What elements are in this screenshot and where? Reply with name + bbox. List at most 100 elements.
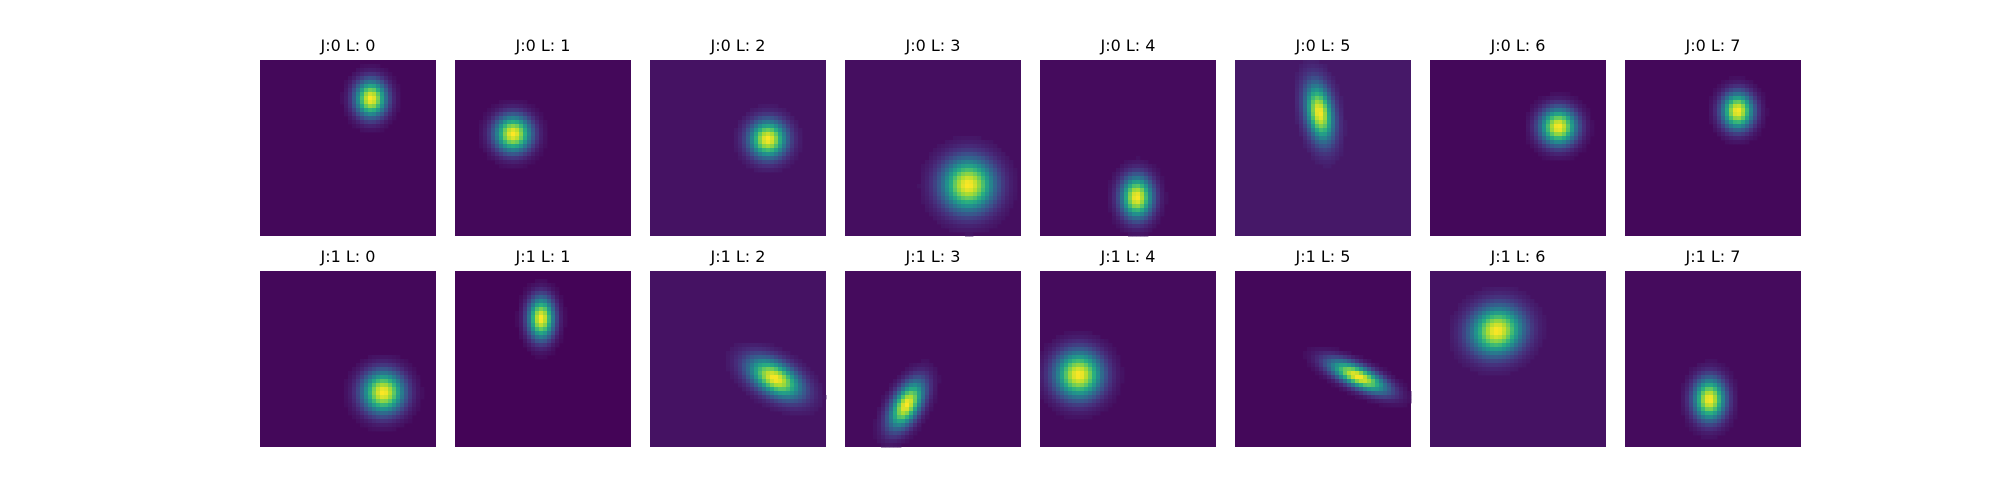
heatmap-cell (1379, 383, 1384, 388)
heatmap-cell (742, 383, 747, 388)
heatmap-cell (973, 200, 978, 205)
heatmap-cell (392, 375, 397, 380)
heatmap-cell (376, 403, 381, 408)
heatmap-cell (1538, 144, 1543, 149)
heatmap-cell (1526, 124, 1531, 129)
heatmap-cell (1486, 359, 1491, 364)
heatmap-cell (384, 120, 389, 125)
heatmap-cell (1311, 351, 1316, 356)
heatmap-cell (738, 144, 743, 149)
heatmap-cell (1490, 355, 1495, 360)
heatmap-cell (1080, 331, 1085, 336)
heatmap-cell (1371, 371, 1376, 376)
heatmap-cell (1542, 319, 1547, 324)
heatmap-cell (380, 423, 385, 428)
heatmap-cell (555, 335, 560, 340)
heatmap-cell (1733, 100, 1738, 105)
heatmap-cell (1136, 228, 1141, 233)
heatmap-cell (949, 212, 954, 217)
heatmap-cell (929, 192, 934, 197)
heatmap-cell (989, 156, 994, 161)
heatmap-cell (929, 196, 934, 201)
heatmap-cell (754, 371, 759, 376)
heatmap-cell (1084, 367, 1089, 372)
heatmap-cell (770, 112, 775, 117)
heatmap-cell (1375, 367, 1380, 372)
heatmap-cell (905, 395, 910, 400)
heatmap-cell (1132, 176, 1137, 181)
heatmap-cell (901, 423, 906, 428)
heatmap-cell (356, 383, 361, 388)
heatmap-cell (1522, 355, 1527, 360)
heatmap-cell (738, 367, 743, 372)
heatmap-cell (925, 192, 930, 197)
heatmap-cell (969, 220, 974, 225)
heatmap-cell (1339, 132, 1344, 137)
heatmap-cell (515, 323, 520, 328)
heatmap-cell (372, 423, 377, 428)
heatmap-cell (400, 363, 405, 368)
heatmap-cell (1502, 299, 1507, 304)
heatmap-cell (1737, 124, 1742, 129)
heatmap-cell (1323, 347, 1328, 352)
heatmap-cell (1578, 148, 1583, 153)
heatmap-cell (794, 399, 799, 404)
heatmap-cell (901, 395, 906, 400)
heatmap-cell (997, 188, 1002, 193)
heatmap-cell (551, 339, 556, 344)
heatmap-cell (1518, 343, 1523, 348)
heatmap-cell (1749, 136, 1754, 141)
heatmap-cell (1526, 132, 1531, 137)
heatmap-cell (993, 204, 998, 209)
heatmap-cell (1403, 395, 1408, 400)
heatmap-cell (1056, 359, 1061, 364)
heatmap-cell (917, 379, 922, 384)
heatmap-cell (1494, 355, 1499, 360)
heatmap-cell (1470, 359, 1475, 364)
heatmap-cell (762, 379, 767, 384)
heatmap-cell (786, 120, 791, 125)
panel-title: J:1 L: 2 (710, 247, 766, 266)
heatmap-cell (368, 120, 373, 125)
heatmap-cell (1458, 303, 1463, 308)
heatmap-cell (479, 124, 484, 129)
heatmap-cell (1084, 363, 1089, 368)
heatmap-cell (810, 399, 815, 404)
heatmap-cell (539, 339, 544, 344)
heatmap-cell (392, 423, 397, 428)
heatmap-cell (909, 427, 914, 432)
heatmap-cell (1713, 431, 1718, 436)
heatmap-cell (1100, 359, 1105, 364)
heatmap-cell (1005, 192, 1010, 197)
heatmap-cell (1140, 184, 1145, 189)
heatmap-panel (1235, 271, 1412, 447)
heatmap-cell (1120, 172, 1125, 177)
heatmap-cell (814, 407, 819, 412)
heatmap-cell (368, 124, 373, 129)
heatmap-cell (973, 196, 978, 201)
heatmap-cell (774, 124, 779, 129)
heatmap-cell (893, 439, 898, 444)
heatmap-cell (746, 128, 751, 133)
heatmap-cell (1526, 303, 1531, 308)
heatmap-cell (523, 339, 528, 344)
heatmap-cell (1454, 335, 1459, 340)
heatmap-cell (778, 387, 783, 392)
heatmap-cell (527, 283, 532, 288)
heatmap-cell (774, 355, 779, 360)
heatmap-cell (543, 351, 548, 356)
heatmap-cell (1407, 391, 1412, 396)
heatmap-cell (368, 375, 373, 380)
heatmap-cell (1534, 116, 1539, 121)
heatmap-cell (1339, 387, 1344, 392)
heatmap-cell (368, 363, 373, 368)
heatmap-cell (1482, 363, 1487, 368)
heatmap-cell (376, 359, 381, 364)
heatmap-background (1625, 60, 1801, 236)
heatmap-cell (1355, 375, 1360, 380)
heatmap-cell (965, 200, 970, 205)
heatmap-cell (1331, 128, 1336, 133)
heatmap-cell (766, 160, 771, 165)
heatmap-cell (977, 208, 982, 213)
heatmap-cell (1681, 383, 1686, 388)
